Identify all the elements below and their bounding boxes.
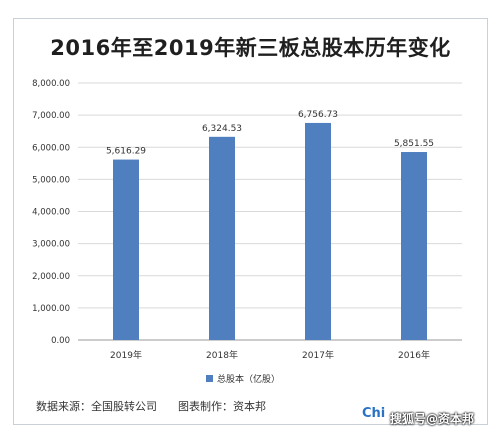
bar xyxy=(209,136,235,340)
y-tick-label: 3,000.00 xyxy=(32,240,70,250)
bar xyxy=(305,122,331,340)
y-tick-label: 0.00 xyxy=(51,336,70,346)
y-tick-label: 1,000.00 xyxy=(32,304,70,314)
data-label: 6,324.53 xyxy=(202,124,242,134)
y-tick-label: 2,000.00 xyxy=(32,272,70,282)
bar xyxy=(113,159,139,340)
x-tick-label: 2018年 xyxy=(206,349,238,361)
y-tick-label: 6,000.00 xyxy=(32,143,70,153)
legend: 总股本（亿股） xyxy=(206,372,280,385)
data-label: 5,851.55 xyxy=(394,139,434,149)
data-source-note: 数据来源：全国股转公司 xyxy=(36,400,157,413)
bar xyxy=(401,152,427,340)
data-label: 6,756.73 xyxy=(298,110,338,120)
y-tick-label: 5,000.00 xyxy=(32,175,70,185)
y-tick-label: 8,000.00 xyxy=(32,79,70,89)
sohu-watermark: 搜狐号@资本邦 xyxy=(390,412,475,426)
x-tick-label: 2019年 xyxy=(110,349,142,361)
chart-title: 2016年至2019年新三板总股本历年变化 xyxy=(50,36,451,60)
data-label: 5,616.29 xyxy=(106,147,146,157)
y-tick-label: 7,000.00 xyxy=(32,111,70,121)
x-tick-label: 2016年 xyxy=(398,349,430,361)
logo-text: Chi xyxy=(362,406,386,421)
legend-swatch xyxy=(206,375,213,382)
y-tick-label: 4,000.00 xyxy=(32,208,70,218)
legend-label: 总股本（亿股） xyxy=(217,375,281,385)
chart-maker-note: 图表制作：资本邦 xyxy=(178,400,266,413)
x-tick-label: 2017年 xyxy=(302,349,334,361)
